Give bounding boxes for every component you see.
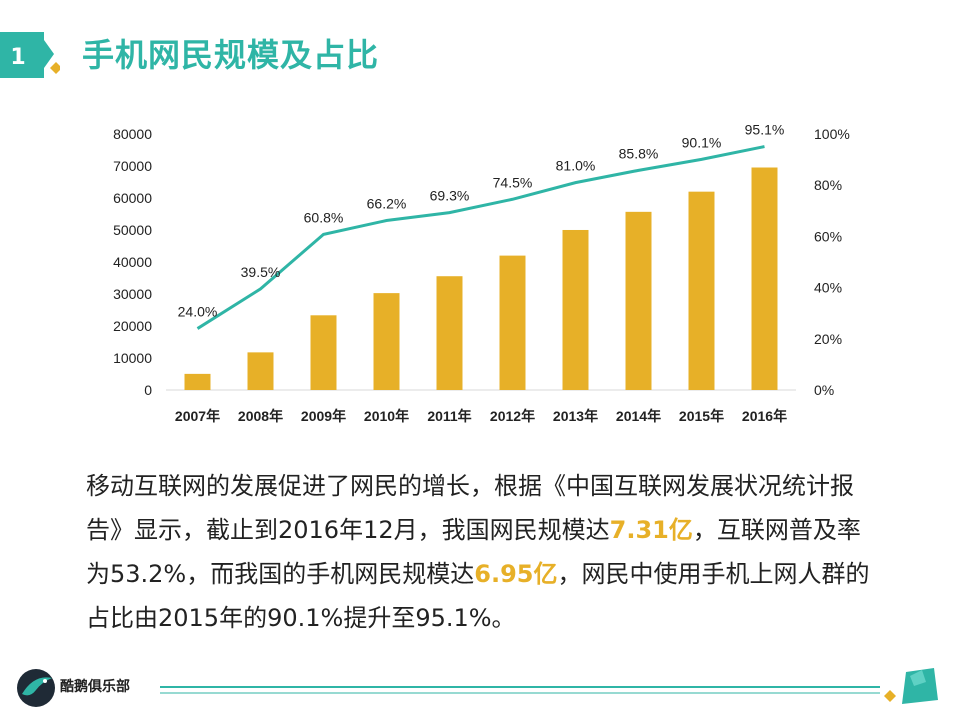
category-labels: 2007年 2008年 2009年 2010年 2011年 2012年 2013年 2014年…: [175, 408, 787, 424]
left-axis-tick-label: 30000: [113, 286, 152, 302]
line-data-label: 74.5%: [493, 174, 533, 190]
line-data-label: 85.8%: [619, 145, 659, 161]
category-label: 2011年: [427, 408, 471, 424]
page-title: 手机网民规模及占比: [82, 36, 380, 74]
line-data-label: 81.0%: [556, 158, 596, 174]
bar: [184, 373, 211, 390]
bars: [184, 167, 778, 390]
mobile-netizen-scale-highlight: 6.95亿: [474, 560, 558, 588]
right-axis-tick-label: 60%: [814, 228, 842, 244]
category-label: 2015年: [679, 408, 724, 424]
line-data-label: 90.1%: [682, 134, 722, 150]
combo-chart: 0 10000 20000 30000 40000 50000 60000 70000 8000…: [113, 122, 850, 424]
category-label: 2016年: [742, 408, 787, 424]
line-data-label: 95.1%: [745, 122, 785, 138]
footer-divider: [160, 686, 880, 694]
line-data-label: 69.3%: [430, 188, 470, 204]
body-text-part2: ，互联网普及率为53.2%，而我国的手机网民规模达: [86, 516, 861, 588]
right-axis-tick-label: 40%: [814, 280, 842, 296]
left-axis-tick-label: 80000: [113, 126, 152, 142]
line-data-label: 39.5%: [241, 264, 281, 280]
left-axis-tick-label: 50000: [113, 222, 152, 238]
category-label: 2014年: [616, 408, 661, 424]
line-data-label: 24.0%: [178, 304, 218, 320]
right-axis-tick-label: 80%: [814, 177, 842, 193]
left-axis-tick-label: 40000: [113, 254, 152, 270]
netizen-scale-highlight: 7.31亿: [609, 516, 693, 544]
bar: [688, 191, 715, 390]
right-axis-tick-label: 0%: [814, 382, 834, 398]
bar: [562, 229, 589, 390]
body-text-part3: ，网民中使用手机上网人群的占比由2015年的90.1%提升至95.1%。: [86, 560, 870, 632]
brand-name: 酷鹅俱乐部: [60, 679, 130, 695]
bar: [499, 255, 526, 390]
right-axis-tick-label: 20%: [814, 331, 842, 347]
category-label: 2008年: [238, 408, 283, 424]
right-axis-tick-label: 100%: [814, 126, 850, 142]
left-axis-ticks: 0 10000 20000 30000 40000 50000 60000 70000 8000…: [113, 126, 152, 398]
right-axis-ticks: 0% 20% 40% 60% 80% 100%: [814, 126, 850, 398]
category-label: 2013年: [553, 408, 598, 424]
body-text-part1: 移动互联网的发展促进了网民的增长，根据《中国互联网发展状况统计报告》显示，截止到…: [86, 472, 854, 544]
left-axis-tick-label: 20000: [113, 318, 152, 334]
share-line: [196, 145, 765, 330]
left-axis-tick-label: 60000: [113, 190, 152, 206]
bar: [247, 352, 274, 390]
bar: [751, 167, 778, 390]
bar: [436, 276, 463, 390]
section-number-badge: 1: [0, 32, 60, 78]
section-number: 1: [10, 45, 25, 70]
left-axis-tick-label: 0: [144, 382, 152, 398]
category-label: 2010年: [364, 408, 409, 424]
corner-decoration-icon: [884, 668, 938, 704]
category-label: 2007年: [175, 408, 220, 424]
line-data-label: 60.8%: [304, 209, 344, 225]
penguin-logo-icon: [17, 669, 55, 707]
left-axis-tick-label: 70000: [113, 158, 152, 174]
body-paragraph: 移动互联网的发展促进了网民的增长，根据《中国互联网发展状况统计报告》显示，截止到…: [86, 464, 876, 640]
category-label: 2012年: [490, 408, 535, 424]
line-data-label: 66.2%: [367, 196, 407, 212]
line-data-labels: 24.0% 39.5% 60.8% 66.2% 69.3% 74.5% 81.0% 85.8%…: [178, 122, 785, 320]
bar: [310, 315, 337, 390]
bar: [373, 293, 400, 390]
bar: [625, 211, 652, 390]
left-axis-tick-label: 10000: [113, 350, 152, 366]
category-label: 2009年: [301, 408, 346, 424]
